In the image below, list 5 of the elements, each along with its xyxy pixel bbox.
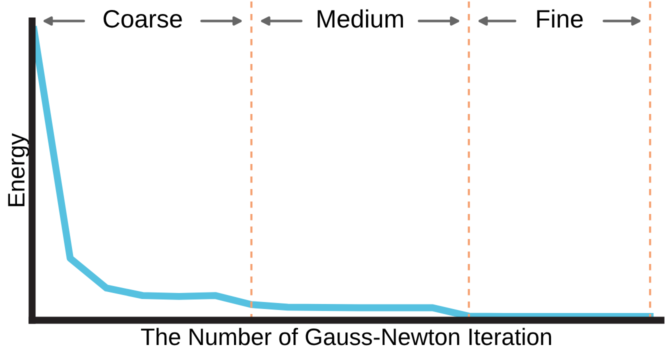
text: Fine xyxy=(537,9,583,28)
x-axis-title: The Number of Gauss-Newton Iteration xyxy=(141,328,552,346)
text: Medium xyxy=(318,9,403,28)
text: Coarse xyxy=(104,10,182,28)
y-axis-title: Energy xyxy=(8,133,30,206)
